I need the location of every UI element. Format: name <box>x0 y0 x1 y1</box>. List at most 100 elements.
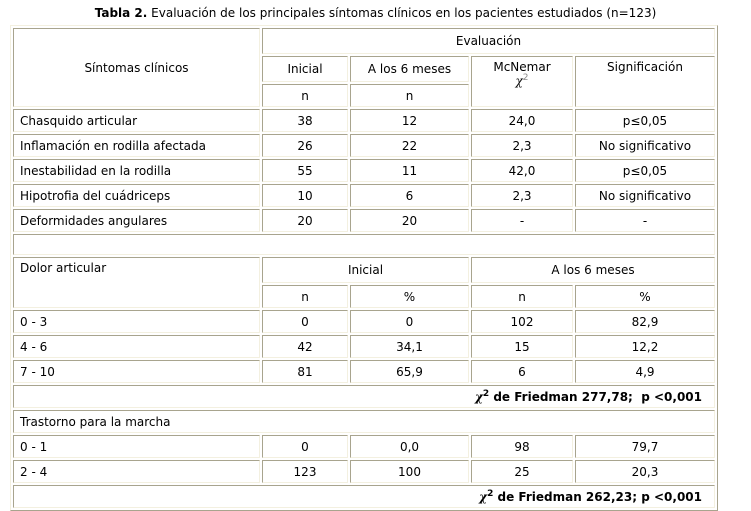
cell-mcnemar: 2,3 <box>471 184 573 207</box>
cell-initial-n: 55 <box>262 159 348 182</box>
header-cell-n1: n <box>262 285 348 308</box>
cell-significance: No significativo <box>575 184 715 207</box>
header-cell-inicial-2: Inicial <box>262 257 469 283</box>
cell-6m-pct: 79,7 <box>575 435 715 458</box>
cell-initial-n: 0 <box>262 310 348 333</box>
cell-initial-n: 26 <box>262 134 348 157</box>
cell-6m-n: 98 <box>471 435 573 458</box>
cell-initial-pct: 34,1 <box>350 335 469 358</box>
pain-range-label: 4 - 6 <box>13 335 260 358</box>
cell-6m-n: 22 <box>350 134 469 157</box>
chi-exponent: 2 <box>482 388 490 399</box>
cell-6m-n: 11 <box>350 159 469 182</box>
symptom-label: Deformidades angulares <box>13 209 260 232</box>
cell-initial-pct: 100 <box>350 460 469 483</box>
cell-initial-pct: 0,0 <box>350 435 469 458</box>
table-row: 2 - 4 123 100 25 20,3 <box>13 460 715 483</box>
header-cell-evaluacion: Evaluación <box>262 28 715 54</box>
header-row-n: n n <box>13 84 715 107</box>
cell-mcnemar: - <box>471 209 573 232</box>
header-cell-sintomas-clinicos: Síntomas clínicos <box>13 28 260 107</box>
friedman-text: de Friedman 262,23; p <0,001 <box>493 489 703 504</box>
cell-initial-n: 81 <box>262 360 348 383</box>
friedman-row-pain: χ2 de Friedman 277,78; p <0,001 <box>13 385 715 408</box>
friedman-text: de Friedman 277,78; p <0,001 <box>489 389 702 404</box>
mcnemar-label: McNemar <box>493 60 551 74</box>
header-cell-n2: n <box>471 285 573 308</box>
table-title: Tabla 2. Evaluación de los principales s… <box>0 6 751 20</box>
friedman-row-gait: χ2 de Friedman 262,23; p <0,001 <box>13 485 715 508</box>
cell-significance: No significativo <box>575 134 715 157</box>
clinical-symptoms-table: Síntomas clínicos Evaluación Inicial A l… <box>10 25 718 511</box>
cell-6m-n: 12 <box>350 109 469 132</box>
table-row: 0 - 3 0 0 102 82,9 <box>13 310 715 333</box>
table-row: 7 - 10 81 65,9 6 4,9 <box>13 360 715 383</box>
gait-range-label: 2 - 4 <box>13 460 260 483</box>
friedman-note-pain: χ2 de Friedman 277,78; p <0,001 <box>13 385 715 408</box>
header-cell-mcnemar: McNemar χ2 <box>471 56 573 107</box>
header-cell-pct2: % <box>575 285 715 308</box>
cell-initial-n: 20 <box>262 209 348 232</box>
table-row: 0 - 1 0 0,0 98 79,7 <box>13 435 715 458</box>
cell-significance: p≤0,05 <box>575 109 715 132</box>
cell-mcnemar: 24,0 <box>471 109 573 132</box>
table-row: 4 - 6 42 34,1 15 12,2 <box>13 335 715 358</box>
cell-initial-n: 123 <box>262 460 348 483</box>
cell-initial-n: 38 <box>262 109 348 132</box>
cell-significance: p≤0,05 <box>575 159 715 182</box>
chi-exponent: 2 <box>522 73 529 83</box>
cell-initial-pct: 0 <box>350 310 469 333</box>
header-cell-dolor-articular: Dolor articular <box>13 257 260 308</box>
header-row-marcha: Trastorno para la marcha <box>13 410 715 433</box>
symptom-label: Hipotrofia del cuádriceps <box>13 184 260 207</box>
header-cell-pct1: % <box>350 285 469 308</box>
pain-range-label: 7 - 10 <box>13 360 260 383</box>
cell-6m-n: 20 <box>350 209 469 232</box>
cell-initial-n: 42 <box>262 335 348 358</box>
header-cell-inicial: Inicial <box>262 56 348 82</box>
cell-6m-pct: 4,9 <box>575 360 715 383</box>
header-row-evaluation: Síntomas clínicos Evaluación <box>13 28 715 107</box>
header-cell-n-6-meses: n <box>350 84 469 107</box>
cell-initial-pct: 65,9 <box>350 360 469 383</box>
cell-initial-n: 0 <box>262 435 348 458</box>
cell-6m-n: 15 <box>471 335 573 358</box>
header-row-timepoints: Inicial A los 6 meses McNemar χ2 Signifi… <box>13 56 715 107</box>
symptom-label: Inflamación en rodilla afectada <box>13 134 260 157</box>
table-row: Chasquido articular 38 12 24,0 p≤0,05 <box>13 109 715 132</box>
cell-6m-n: 6 <box>350 184 469 207</box>
header-cell-significacion: Significación <box>575 56 715 107</box>
cell-6m-n: 6 <box>471 360 573 383</box>
table-row: Inestabilidad en la rodilla 55 11 42,0 p… <box>13 159 715 182</box>
chi-squared-symbol: χ2 <box>477 73 567 89</box>
cell-6m-n: 25 <box>471 460 573 483</box>
header-cell-n-inicial: n <box>262 84 348 107</box>
spacer-cell <box>13 234 715 255</box>
friedman-note-gait: χ2 de Friedman 262,23; p <0,001 <box>13 485 715 508</box>
symptom-label: Inestabilidad en la rodilla <box>13 159 260 182</box>
cell-initial-n: 10 <box>262 184 348 207</box>
table-row: Hipotrofia del cuádriceps 10 6 2,3 No si… <box>13 184 715 207</box>
table-row: Deformidades angulares 20 20 - - <box>13 209 715 232</box>
header-cell-6-meses-2: A los 6 meses <box>471 257 715 283</box>
spacer-row <box>13 234 715 255</box>
cell-significance: - <box>575 209 715 232</box>
gait-range-label: 0 - 1 <box>13 435 260 458</box>
cell-6m-pct: 12,2 <box>575 335 715 358</box>
header-cell-6-meses: A los 6 meses <box>350 56 469 82</box>
cell-6m-n: 102 <box>471 310 573 333</box>
chi-glyph: χ <box>515 74 523 88</box>
cell-6m-pct: 82,9 <box>575 310 715 333</box>
symptom-label: Chasquido articular <box>13 109 260 132</box>
header-cell-trastorno-marcha: Trastorno para la marcha <box>13 410 715 433</box>
cell-mcnemar: 2,3 <box>471 134 573 157</box>
cell-mcnemar: 42,0 <box>471 159 573 182</box>
header-row-n-pct: n % n % <box>13 285 715 308</box>
table-row: Inflamación en rodilla afectada 26 22 2,… <box>13 134 715 157</box>
header-row-dolor: Dolor articular Inicial A los 6 meses <box>13 257 715 308</box>
chi-glyph: χ <box>474 389 483 404</box>
cell-6m-pct: 20,3 <box>575 460 715 483</box>
table-title-label: Tabla 2. <box>94 6 148 20</box>
table-title-text: Evaluación de los principales síntomas c… <box>147 6 657 20</box>
chi-glyph: χ <box>479 489 488 504</box>
